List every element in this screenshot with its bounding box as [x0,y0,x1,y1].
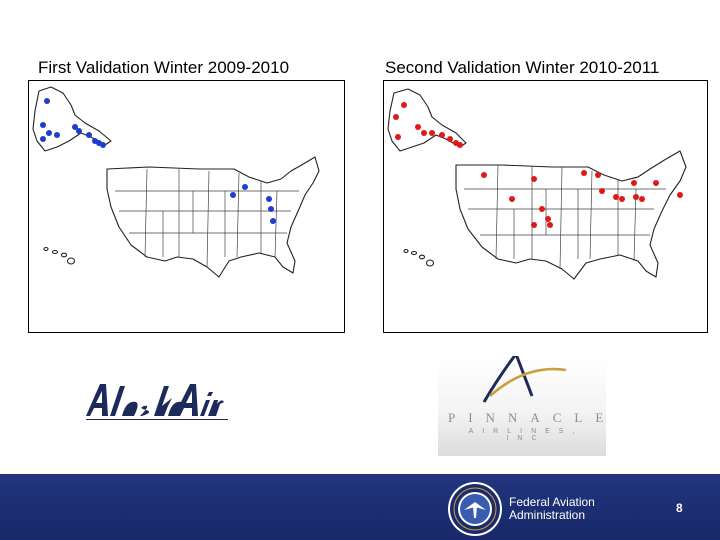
second-validation-site-marker [531,176,537,182]
footer-bar [0,474,720,540]
second-validation-site-marker [415,124,421,130]
second-validation-site-marker [401,102,407,108]
pinnacle-subtitle: AIRLINES, INC [468,428,584,442]
second-validation-site-marker [613,194,619,200]
second-validation-site-marker [393,114,399,120]
second-validation-site-marker [631,180,637,186]
second-validation-map [383,80,708,333]
first-validation-site-marker [46,130,52,136]
hawaii-shape [43,246,76,265]
faa-seal-icon [448,482,502,536]
faa-agency-name: Federal Aviation Administration [509,496,595,522]
second-validation-site-marker [639,196,645,202]
second-validation-site-marker [547,222,553,228]
first-validation-site-marker [242,184,248,190]
second-validation-title: Second Validation Winter 2010-2011 [385,58,660,77]
second-validation-site-marker [421,130,427,136]
faa-name-line2: Administration [509,508,586,522]
first-validation-site-marker [268,206,274,212]
us-mainland-shape [106,156,320,278]
pinnacle-name: PINNACLE [448,410,617,425]
second-validation-site-marker [599,188,605,194]
first-validation-site-marker [54,132,60,138]
second-validation-site-marker [429,130,435,136]
first-validation-site-marker [230,192,236,198]
pinnacle-airlines-logo: PINNACLE AIRLINES, INC [438,356,606,456]
second-validation-site-marker [531,222,537,228]
second-validation-site-marker [509,196,515,202]
pinnacle-peak-mark [482,356,567,403]
second-validation-site-marker [653,180,659,186]
first-validation-title: First Validation Winter 2009-2010 [38,58,290,77]
first-validation-map [28,80,345,333]
faa-name-line1: Federal Aviation [509,495,595,509]
first-validation-site-marker [86,132,92,138]
second-validation-site-marker [539,206,545,212]
first-validation-site-marker [270,218,276,224]
first-validation-site-marker [100,142,106,148]
second-validation-site-marker [595,172,601,178]
first-validation-site-marker [40,136,46,142]
alaska-airlines-logo [86,384,228,420]
us-mainland-shape [455,150,687,280]
second-validation-site-marker [481,172,487,178]
first-validation-site-marker [44,98,50,104]
second-validation-site-marker [545,216,551,222]
second-validation-site-marker [395,134,401,140]
second-validation-site-marker [447,136,453,142]
alaska-shape [32,86,112,152]
hawaii-shape [403,248,435,267]
second-validation-site-marker [633,194,639,200]
page-number: 8 [676,501,683,515]
first-validation-site-marker [76,128,82,134]
second-validation-site-marker [581,170,587,176]
second-validation-site-marker [439,132,445,138]
first-validation-site-marker [40,122,46,128]
second-validation-site-marker [619,196,625,202]
second-validation-site-marker [677,192,683,198]
first-validation-site-marker [72,124,78,130]
first-validation-site-marker [266,196,272,202]
second-validation-site-marker [457,142,463,148]
